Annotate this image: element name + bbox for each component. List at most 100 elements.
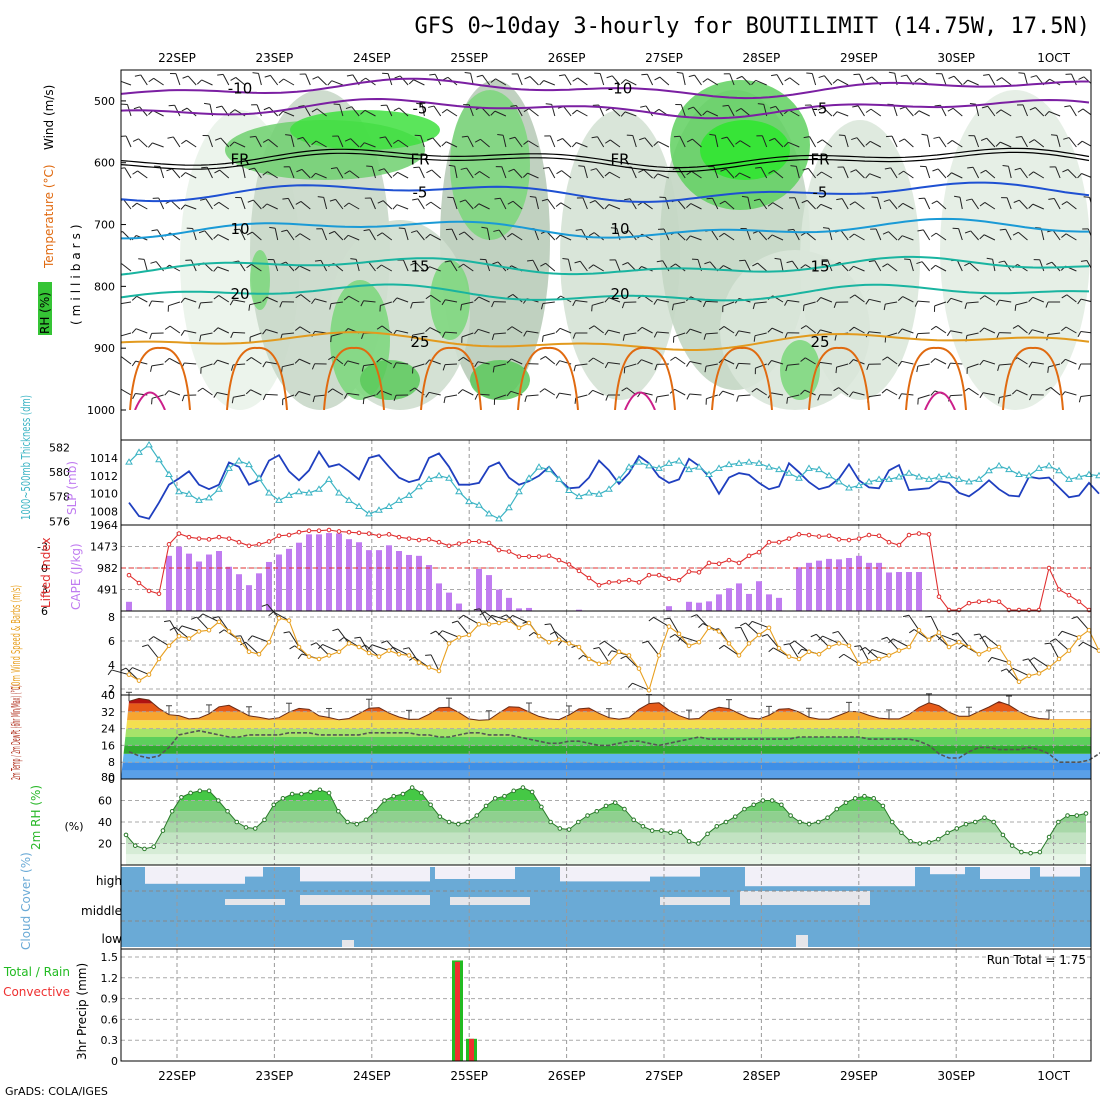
wind-barb-flag [783, 141, 789, 147]
rh-point [751, 802, 756, 808]
precip-tick-label: 0.6 [101, 1013, 119, 1026]
wind-barb-flag [588, 357, 594, 363]
wind-barb [621, 301, 637, 309]
wind-barb [138, 258, 148, 272]
wind-barb [213, 234, 230, 241]
surface-wind-barb-flag [973, 633, 980, 636]
wind-barb [930, 358, 947, 365]
wind-barb-staff [805, 325, 816, 334]
wind-barb [350, 258, 360, 272]
wind-barb-flag [572, 109, 578, 115]
wind-barb-staff [641, 326, 653, 334]
cape-bar [286, 548, 292, 611]
rh-point [936, 836, 941, 842]
wind-barb-staff [462, 389, 474, 396]
wind-barb-flag [361, 365, 365, 372]
lifted-index-point [356, 530, 362, 536]
precip-convective-bar [455, 961, 460, 1061]
surface-wind-barb [190, 616, 210, 631]
wind-barb-flag [800, 357, 806, 362]
wind-speed-point [1076, 635, 1082, 640]
wind-barb-staff [208, 135, 213, 148]
wind-barb-flag [755, 166, 762, 169]
wind-speed-point [586, 656, 592, 662]
wind-barb-staff [121, 263, 132, 272]
cloud-high-clear [980, 867, 1030, 879]
wind-barb-staff [494, 394, 507, 400]
wind-barb-flag [848, 359, 854, 365]
wind-barb [427, 137, 442, 148]
lifted-index-point [436, 539, 442, 545]
wind-barb-staff [331, 332, 344, 337]
wind-barb-flag [343, 295, 350, 301]
wind-barb-staff [967, 363, 979, 369]
wind-barb [251, 104, 262, 117]
wind-barb-staff [917, 300, 930, 303]
wind-barb-flag [1002, 165, 1009, 167]
wind-barb [262, 139, 279, 148]
wind-barb [249, 135, 262, 148]
surface-wind-barb [120, 667, 140, 681]
wind-barb-flag [979, 202, 986, 207]
wind-speed-point [356, 644, 362, 650]
rh-point [123, 832, 129, 838]
wind-barb-flag [131, 360, 137, 367]
surface-heat-contour [905, 346, 967, 410]
surface-wind-barb-flag [198, 613, 204, 619]
surface-wind-barb-flag [881, 636, 888, 640]
wind-barb-flag [264, 74, 271, 78]
surface-wind-barb [979, 635, 1000, 648]
wind-barb-staff [645, 105, 654, 117]
wind-barb [604, 171, 621, 179]
wind-barb [578, 165, 588, 179]
wind-barb-flag [964, 262, 970, 267]
wind-barb [529, 196, 539, 210]
wind-barb [816, 297, 833, 303]
wind-barb-flag [865, 108, 872, 113]
lifted-index-point [466, 539, 472, 544]
wind-barb-flag [474, 393, 479, 400]
wind-barb-flag [555, 234, 561, 240]
top-date-29sep: 29SEP [840, 51, 878, 65]
precip-convective-bar [469, 1038, 474, 1061]
surface-hot-contour [924, 391, 956, 410]
wind-barb-flag [133, 106, 140, 110]
wind-barb [705, 394, 718, 405]
wind-barb-flag [376, 264, 382, 270]
wind-barb-staff [853, 233, 865, 241]
thickness-point [125, 458, 133, 465]
wind-barb-flag [180, 172, 186, 177]
surface-wind-barb-staff [991, 656, 1010, 664]
thickness-point [145, 440, 153, 448]
wind-barb-staff [922, 229, 931, 241]
wind-barb [850, 169, 865, 179]
wind-barb [995, 299, 1012, 306]
temp-color-band [121, 753, 1091, 763]
wind-barb-flag [739, 259, 746, 262]
wind-barb [343, 295, 360, 303]
wind-barb-flag [377, 200, 384, 204]
wind-barb [376, 357, 393, 365]
surface-wind-barb-flag [212, 616, 219, 619]
lifted-index-point [856, 536, 862, 541]
wind-barb [1049, 166, 1061, 179]
wind-barb-flag [282, 197, 289, 200]
wind-barb-staff [535, 197, 539, 210]
wind-barb [412, 198, 425, 210]
wind-barb-staff [780, 259, 784, 272]
thickness-point [695, 463, 703, 470]
wind-speed-point [126, 672, 132, 677]
cloud-middle-clear [300, 895, 430, 905]
lifted-index-point [366, 531, 372, 536]
wind-barb [527, 259, 539, 272]
wind-barb-staff [956, 259, 963, 272]
wind-speed-point [906, 644, 912, 650]
lifted-index-point [686, 569, 692, 574]
temp-line [128, 697, 1050, 721]
slp-line [128, 449, 1100, 520]
wind-barb-staff [512, 200, 523, 210]
wind-barb [121, 167, 132, 179]
wind-barb-flag [621, 387, 627, 392]
wind-barb-staff [494, 363, 507, 367]
thickness-point [205, 493, 213, 501]
